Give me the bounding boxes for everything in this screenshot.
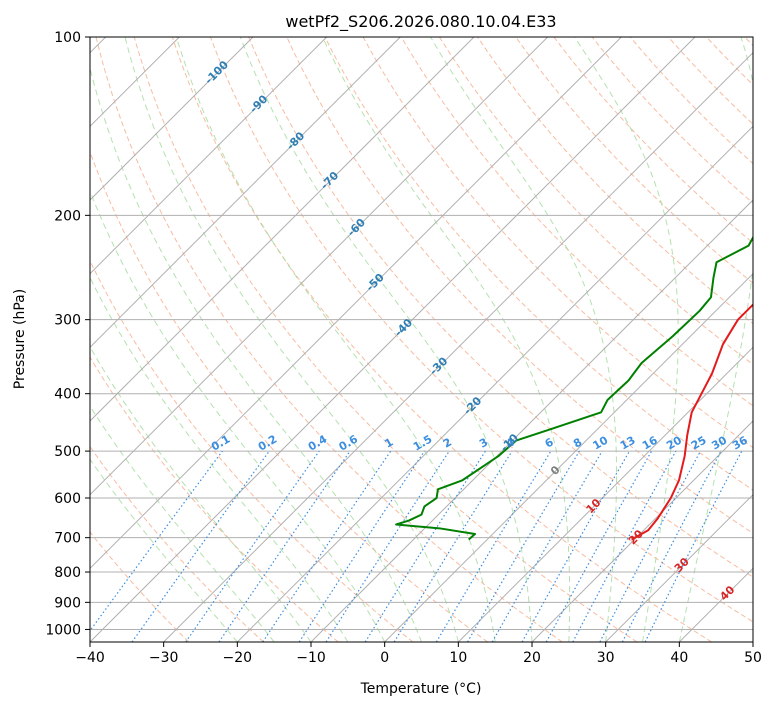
- isotherm-line: [90, 37, 328, 275]
- isotherm-line: [531, 420, 753, 642]
- isotherm-line: [752, 641, 753, 642]
- x-tick-label: 50: [744, 650, 762, 666]
- x-tick-label: 20: [523, 650, 541, 666]
- dry-adiabat: [439, 37, 753, 366]
- moist-adiabat: [574, 37, 679, 642]
- dewpoint-profile-line: [395, 235, 753, 541]
- dry-adiabat: [95, 37, 563, 642]
- dry-adiabat: [90, 356, 339, 642]
- y-tick-label: 900: [54, 595, 81, 611]
- isotherm-line: [90, 37, 622, 570]
- dry-adiabat: [90, 150, 488, 642]
- y-tick-label: 300: [54, 313, 81, 329]
- x-tick-label: 30: [597, 650, 615, 666]
- isotherm-line: [457, 346, 753, 642]
- y-tick-label: 600: [54, 491, 81, 507]
- mixing-ratio-line: [131, 450, 270, 642]
- mixing-ratio-line: [572, 450, 677, 642]
- mixing-ratio-line: [393, 450, 513, 642]
- isotherm-line: [310, 199, 753, 642]
- moist-adiabat: [124, 37, 459, 642]
- mixing-ratio-line: [521, 450, 631, 642]
- moist-adiabat: [90, 66, 422, 642]
- isotherm-line: [90, 37, 696, 642]
- isotherm-line: [236, 125, 753, 642]
- x-tick-label: 40: [670, 650, 688, 666]
- plot-background: [90, 37, 753, 642]
- y-tick-label: 200: [54, 208, 81, 224]
- y-tick-label: 800: [54, 565, 81, 581]
- plot-frame: [89, 36, 754, 643]
- x-tick-label: −20: [223, 650, 253, 666]
- x-axis-label: Temperature (°C): [360, 681, 482, 697]
- moist-adiabat: [239, 37, 533, 642]
- moist-adiabat: [90, 189, 386, 642]
- moist-adiabat: [678, 37, 753, 642]
- dry-adiabat: [171, 37, 712, 642]
- dry-adiabat: [515, 37, 753, 284]
- y-tick-label: 500: [54, 444, 81, 460]
- isotherm-line: [90, 37, 401, 349]
- dry-adiabat: [133, 37, 638, 642]
- isotherm-line: [605, 493, 753, 642]
- y-tick-label: 100: [54, 30, 81, 46]
- moist-adiabat: [430, 37, 618, 642]
- x-tick-label: 0: [380, 650, 389, 666]
- mixing-ratio-line: [325, 450, 450, 642]
- temperature-profile-line: [631, 303, 753, 541]
- y-tick-label: 1000: [45, 622, 81, 638]
- chart-title: wetPf2_S206.2026.080.10.04.E33: [285, 12, 556, 32]
- dry-adiabat: [400, 37, 753, 407]
- x-tick-label: −30: [149, 650, 179, 666]
- mixing-ratio-line: [185, 450, 320, 642]
- moist-adiabat: [90, 405, 275, 642]
- isotherm-line: [90, 37, 475, 422]
- dry-adiabat: [248, 37, 753, 578]
- mixing-ratio-line: [90, 450, 223, 632]
- dry-adiabat: [90, 445, 264, 642]
- moist-adiabat: [322, 37, 571, 642]
- x-tick-label: 10: [449, 650, 467, 666]
- dry-adiabat: [210, 37, 753, 623]
- y-tick-label: 700: [54, 531, 81, 547]
- y-tick-label: 400: [54, 387, 81, 403]
- moist-adiabat: [90, 458, 238, 642]
- moist-adiabat: [90, 276, 349, 642]
- mixing-ratio-line: [644, 450, 743, 642]
- isotherm-line: [90, 37, 254, 201]
- mixing-ratio-line: [218, 450, 351, 642]
- isotherm-line: [384, 272, 753, 642]
- mixing-ratio-line: [298, 450, 425, 642]
- isotherm-line: [90, 37, 549, 496]
- mixing-ratio-line: [545, 450, 653, 642]
- dry-adiabat: [324, 37, 753, 491]
- y-axis-label: Pressure (hPa): [12, 289, 28, 389]
- mixing-ratio-line: [262, 450, 392, 642]
- dry-adiabat: [90, 531, 190, 642]
- x-tick-label: −10: [296, 650, 326, 666]
- isotherm-line: [163, 51, 753, 642]
- x-tick-label: −40: [75, 650, 105, 666]
